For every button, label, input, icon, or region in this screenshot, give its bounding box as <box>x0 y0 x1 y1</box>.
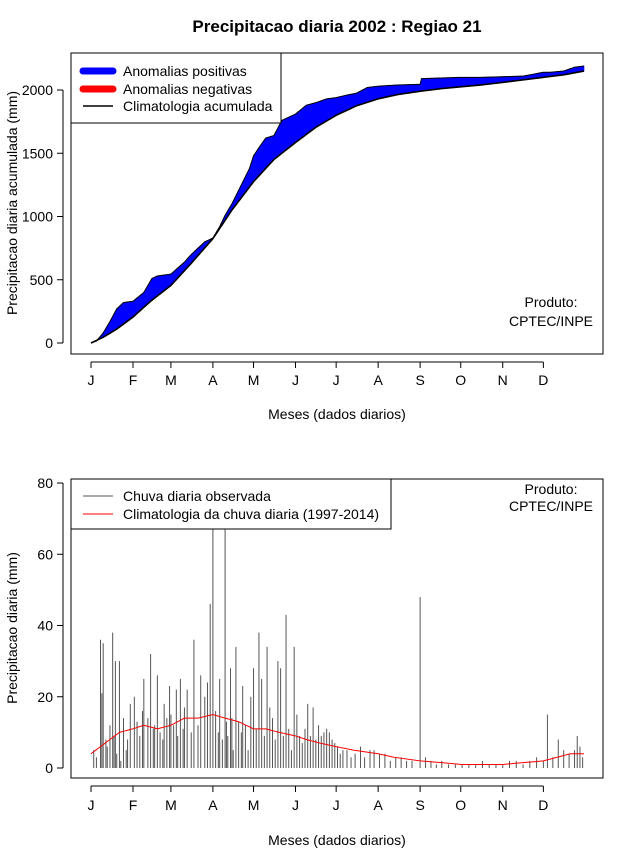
annotation-line-1: Produto: <box>525 294 578 310</box>
y-axis-label: Precipitacao diaria (mm) <box>4 552 20 704</box>
x-tick-label: D <box>538 372 548 388</box>
legend-label: Climatologia acumulada <box>123 98 273 114</box>
y-tick-label: 1000 <box>22 209 53 225</box>
x-axis-label: Meses (dados diarios) <box>268 832 406 848</box>
observed-cumulative-line <box>90 65 585 344</box>
legend-label: Climatologia da chuva diaria (1997-2014) <box>123 506 379 522</box>
y-tick-label: 1500 <box>22 145 53 161</box>
y-tick-label: 40 <box>37 618 53 634</box>
x-tick-label: M <box>165 372 177 388</box>
daily-chart: 0 20 40 60 80 J F M A M J J A S O N D Chuva diaria obser… <box>4 475 604 848</box>
y-tick-label: 500 <box>30 272 54 288</box>
x-tick-label: M <box>248 797 260 813</box>
x-tick-label: D <box>538 797 548 813</box>
x-tick-label: A <box>208 797 218 813</box>
legend: Anomalias positivas Anomalias negativasCl… <box>70 52 282 124</box>
climatology-daily-line <box>90 714 584 765</box>
chart-title: Precipitacao diaria 2002 : Regiao 21 <box>192 17 481 36</box>
x-tick-label: A <box>373 372 383 388</box>
x-tick-label: J <box>88 372 95 388</box>
x-tick-label: J <box>333 797 340 813</box>
legend-label: Chuva diaria observada <box>123 488 271 504</box>
annotation-line-2: CPTEC/INPE <box>509 313 593 329</box>
x-tick-label: A <box>208 372 218 388</box>
y-tick-label: 60 <box>37 546 53 562</box>
climatology-cumulative-line <box>90 70 585 344</box>
x-axis-label: Meses (dados diarios) <box>268 406 406 422</box>
x-tick-label: J <box>333 372 340 388</box>
legend: Chuva diaria observada Climatologia da ch… <box>70 478 392 530</box>
y-tick-label: 2000 <box>22 82 53 98</box>
y-tick-label: 20 <box>37 689 53 705</box>
legend-label: Anomalias positivas <box>123 63 247 79</box>
annotation-line-1: Produto: <box>525 481 578 497</box>
cumulative-chart: 0 500 1000 1500 2000 J F M A M J J A S O N D Anomalias p… <box>4 52 604 422</box>
annotation-line-2: CPTEC/INPE <box>509 498 593 514</box>
x-tick-label: J <box>88 797 95 813</box>
x-tick-label: O <box>455 797 466 813</box>
x-tick-label: N <box>498 797 508 813</box>
y-axis-label: Precipitacao diaria acumulada (mm) <box>4 91 20 315</box>
x-tick-label: S <box>415 797 424 813</box>
x-tick-label: J <box>292 797 299 813</box>
x-tick-label: N <box>498 372 508 388</box>
x-tick-label: M <box>165 797 177 813</box>
y-tick-label: 80 <box>37 475 53 491</box>
y-tick-label: 0 <box>45 335 53 351</box>
x-tick-label: F <box>129 372 138 388</box>
x-tick-label: A <box>373 797 383 813</box>
legend-box <box>70 478 392 530</box>
x-tick-label: J <box>292 372 299 388</box>
y-tick-label: 0 <box>45 760 53 776</box>
x-tick-label: F <box>129 797 138 813</box>
x-tick-label: S <box>415 372 424 388</box>
x-tick-label: M <box>248 372 260 388</box>
x-tick-label: O <box>455 372 466 388</box>
plot-frame <box>70 52 604 355</box>
legend-label: Anomalias negativas <box>123 81 252 97</box>
